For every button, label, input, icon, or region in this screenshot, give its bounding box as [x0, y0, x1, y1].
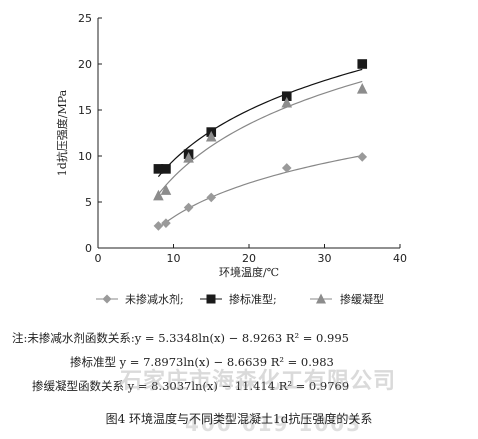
x-tick-label: 40: [393, 252, 407, 265]
x-axis-title: 环境温度/℃: [219, 265, 279, 279]
point-series-2: [153, 164, 164, 174]
x-tick-label: 10: [167, 252, 181, 265]
point-series-3: [205, 130, 217, 142]
watermark-company: 石家庄市海森化工有限公司: [120, 369, 397, 394]
point-series-1: [153, 221, 164, 231]
legend-label-1: 未掺减水剂;: [125, 292, 184, 306]
y-tick-label: 20: [78, 58, 92, 71]
x-tick-label: 30: [318, 252, 332, 265]
point-series-1: [357, 152, 368, 162]
point-series-3: [281, 96, 293, 108]
legend-marker-3: [316, 293, 326, 304]
chart: 0 10 20 30 40 0 5 10 15 20 25 环境温度/℃ 1d抗压强度/MPa 未掺减水…: [55, 12, 407, 306]
point-series-3: [153, 189, 164, 201]
y-tick-label: 5: [85, 196, 92, 209]
legend-label-2: 掺标准型;: [229, 292, 277, 306]
point-series-2: [357, 59, 368, 69]
data-points: [153, 59, 368, 231]
x-tick-label: 20: [242, 252, 256, 265]
y-tick-label: 10: [78, 150, 92, 163]
fit-curve-3: [157, 80, 363, 195]
note-line-2: 掺标准型 y = 7.8973ln(x) − 8.6639 R² = 0.983: [70, 355, 334, 369]
point-series-1: [281, 163, 292, 173]
y-tick-label: 0: [85, 242, 92, 255]
axes: 0 10 20 30 40 0 5 10 15 20 25 环境温度/℃ 1d抗压强度/MPa: [55, 12, 407, 279]
legend-marker-1: [102, 294, 112, 304]
point-series-1: [183, 202, 194, 213]
point-series-3: [183, 152, 194, 163]
y-axis-title: 1d抗压强度/MPa: [55, 89, 69, 176]
fit-curve-2: [157, 68, 363, 178]
note-line-3: 掺缓凝型函数关系 y = 8.3037ln(x) − 11.414 R² = 0…: [32, 379, 350, 393]
y-tick-label: 15: [78, 104, 92, 117]
point-series-1: [206, 192, 217, 203]
y-tick-label: 25: [78, 12, 92, 25]
point-series-1: [161, 218, 171, 228]
point-series-2: [281, 91, 292, 101]
figure-caption: 图4 环境温度与不同类型混凝土1d抗压强度的关系: [105, 412, 373, 426]
fit-curve-1: [158, 155, 363, 229]
point-series-2: [161, 164, 171, 174]
note-line-1: 注:未掺减水剂函数关系:y = 5.3348ln(x) − 8.9263 R² …: [12, 331, 349, 345]
x-tick-label: 0: [95, 252, 102, 265]
watermark-phone: 400 619 1003: [185, 412, 363, 436]
point-series-3: [160, 184, 172, 195]
legend-label-3: 掺缓凝型: [340, 292, 384, 306]
legend-marker-2: [206, 294, 216, 304]
point-series-3: [356, 83, 368, 94]
legend: 未掺减水剂; 掺标准型; 掺缓凝型: [96, 292, 384, 306]
